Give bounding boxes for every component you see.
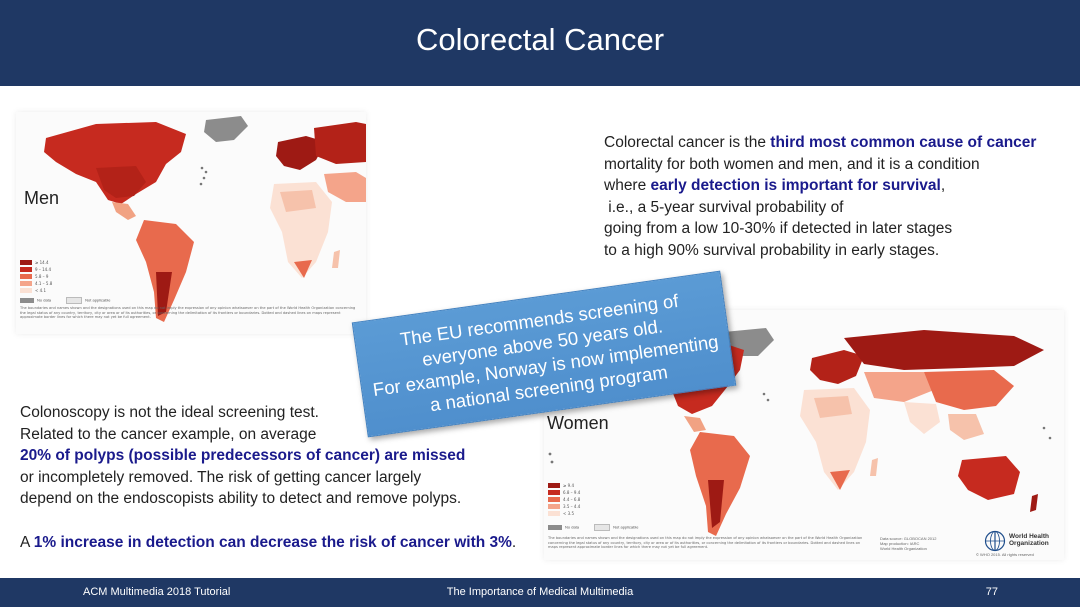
colonoscopy-highlight: 20% of polyps (possible predecessors of … [20, 447, 466, 464]
slide-title: Colorectal Cancer [415, 22, 665, 57]
slide-footer: ACM Multimedia 2018 Tutorial The Importa… [0, 578, 1080, 607]
women-legend-no-data: No data Not applicable [548, 524, 639, 531]
who-name: World Health Organization [1009, 533, 1049, 547]
description-line: Colorectal cancer is the third most comm… [604, 134, 1037, 151]
colonoscopy-text: Colonoscopy is not the ideal screening t… [20, 402, 540, 510]
women-label: Women [547, 413, 609, 433]
page-number: 77 [985, 586, 998, 598]
men-map-panel: ≥ 14.4 9 – 14.4 5.8 – 9 4.1 – 5.8 < 4.1 … [16, 112, 366, 334]
men-label: Men [24, 188, 60, 208]
men-map-disclaimer: The boundaries and names shown and the d… [20, 306, 356, 320]
women-map-disclaimer: The boundaries and names shown and the d… [548, 536, 863, 550]
description-line: where early detection is important for s… [604, 177, 946, 194]
men-legend-no-data: No data Not applicable [20, 297, 111, 304]
colonoscopy-line: depend on the endoscopists ability to de… [20, 490, 462, 507]
colonoscopy-line: or incompletely removed. The risk of get… [20, 468, 422, 486]
footer-event: ACM Multimedia 2018 Tutorial [83, 586, 231, 598]
slide-header: Colorectal Cancer [0, 0, 1080, 86]
men-world-map [44, 116, 366, 322]
colonoscopy-line: Related to the cancer example, on averag… [20, 425, 317, 443]
women-map-credits: Data source: GLOBOCAN 2012 Map productio… [880, 536, 937, 551]
description-line: to a high 90% survival probability in ea… [604, 241, 940, 259]
footer-topic: The Importance of Medical Multimedia [446, 586, 634, 598]
description-line: going from a low 10-30% if detected in l… [604, 220, 953, 237]
who-logo-icon [984, 530, 1006, 552]
colonoscopy-line: Colonoscopy is not the ideal screening t… [20, 404, 319, 421]
description-text: Colorectal cancer is the third most comm… [604, 132, 1064, 261]
detection-highlight: 1% increase in detection can decrease th… [33, 534, 512, 551]
description-line: i.e., a 5-year survival probability of [604, 198, 844, 216]
detection-text: A 1% increase in detection can decrease … [20, 534, 517, 551]
who-copyright: © WHO 2015. All rights reserved [976, 552, 1034, 557]
description-line: mortality for both women and men, and it… [604, 155, 980, 173]
